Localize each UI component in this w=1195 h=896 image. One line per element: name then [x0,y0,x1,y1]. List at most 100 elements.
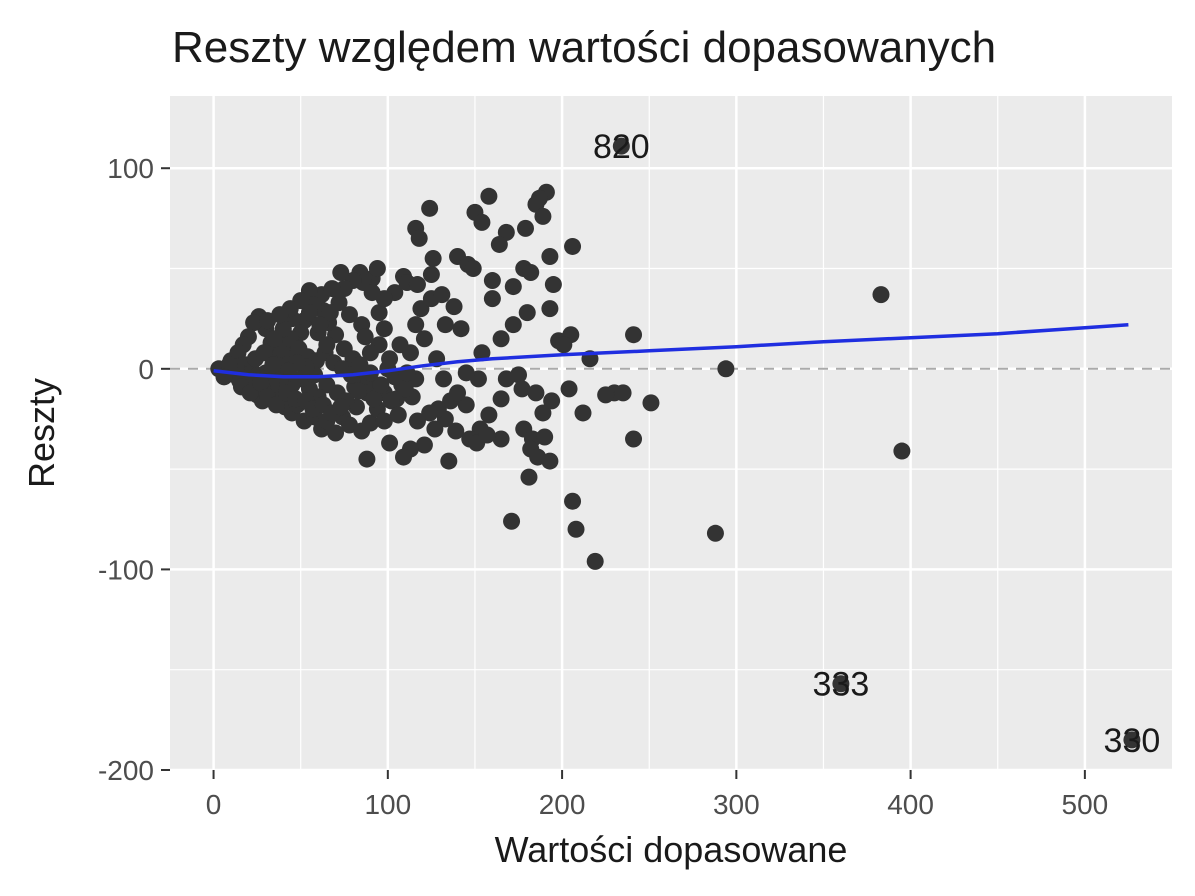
data-point [597,386,615,404]
data-point [445,298,463,316]
data-point [516,219,534,237]
data-point [381,350,399,368]
x-tick-label: 200 [539,789,586,820]
data-point [567,520,585,538]
data-point [271,306,289,324]
data-point [614,384,632,402]
data-point [335,280,353,298]
data-point [518,304,536,322]
data-point [522,264,540,282]
point-label: 333 [813,666,870,704]
data-point [267,396,285,414]
data-point [447,422,465,440]
data-point [335,340,353,358]
y-tick-label: 0 [138,354,154,385]
data-point [422,266,440,284]
point-labels: 820 333 330 [593,128,1160,760]
data-point [541,300,559,318]
data-point [358,450,376,468]
data-point [574,404,592,422]
data-point [300,304,318,322]
data-point [408,276,426,294]
data-point [361,344,379,362]
y-tick-label: 100 [107,153,154,184]
data-point [513,380,531,398]
data-point [492,430,510,448]
data-point [872,286,890,304]
data-point [483,290,501,308]
y-axis-title: Reszty [21,378,62,488]
data-point [435,370,453,388]
data-point [544,276,562,294]
data-point [407,316,425,334]
data-point [368,260,386,278]
data-point [421,404,439,422]
y-tick-label: -200 [98,755,154,786]
data-point [625,326,643,344]
x-tick-label: 500 [1062,789,1109,820]
y-axis-ticks: -200 -100 0 100 [98,153,170,786]
data-point [642,394,660,412]
data-point [457,396,475,414]
data-point [327,424,345,442]
data-point [504,278,522,296]
x-tick-label: 300 [713,789,760,820]
data-point [311,316,329,334]
data-point [363,284,381,302]
smooth-trend-line [213,322,1129,379]
data-point [426,420,444,438]
data-point [586,552,604,570]
data-point [473,213,491,231]
data-point [492,390,510,408]
data-point [381,434,399,452]
point-label: 330 [1104,722,1161,760]
data-point [321,304,339,322]
data-point [408,412,426,430]
data-point [480,406,498,424]
data-point [421,199,439,217]
point-label: 820 [593,128,650,166]
data-point [717,360,735,378]
data-point [1123,731,1141,749]
data-point [401,344,419,362]
data-point [564,237,582,255]
data-point [457,364,475,382]
x-tick-label: 0 [206,789,222,820]
data-point [503,512,521,530]
data-point [520,468,538,486]
data-point [534,207,552,225]
data-point [361,414,379,432]
data-point [483,272,501,290]
data-point [356,328,374,346]
x-tick-label: 100 [364,789,411,820]
data-point [464,260,482,278]
data-point [706,524,724,542]
data-point [504,316,522,334]
data-point [415,436,433,454]
data-point [375,412,393,430]
data-point [478,426,496,444]
data-point [375,320,393,338]
data-point [510,366,528,384]
data-point [323,280,341,298]
data-point [473,344,491,362]
data-point [893,442,911,460]
data-point [415,330,433,348]
data-point [543,392,561,410]
data-point [832,675,850,693]
data-point [382,392,400,410]
data-point [564,492,582,510]
data-point [318,336,336,354]
data-point [340,306,358,324]
data-point [349,382,367,400]
data-point [370,304,388,322]
data-point [625,430,643,448]
data-point [389,406,407,424]
data-point [534,404,552,422]
data-point [252,374,270,392]
data-point [452,320,470,338]
data-point [527,384,545,402]
data-point [433,286,451,304]
data-point [449,384,467,402]
